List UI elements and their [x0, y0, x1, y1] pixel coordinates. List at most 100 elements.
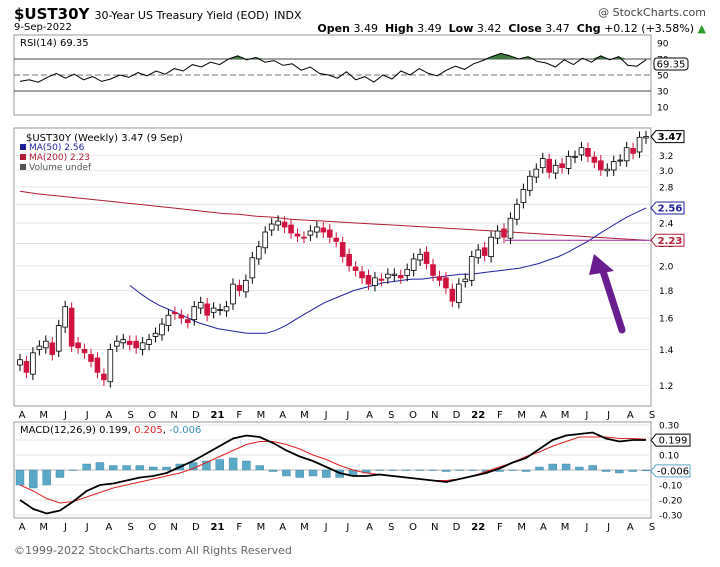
candle-body — [481, 247, 488, 256]
candle-body — [514, 203, 520, 220]
candle-body — [598, 160, 604, 171]
candle-body — [230, 283, 236, 305]
macd-badge-text: 0.199 — [659, 436, 688, 447]
macd-histogram-bar — [521, 469, 531, 472]
candle-body — [456, 283, 462, 303]
candle-body — [281, 221, 288, 228]
price-tick-label: 3.0 — [659, 167, 674, 177]
rsi-value-badge: 69.35 — [653, 57, 689, 71]
candle-body — [55, 325, 62, 352]
macd-histogram-bar — [162, 466, 171, 471]
macd-x-tick: J — [584, 522, 588, 533]
candle-body — [572, 155, 578, 158]
macd-histogram-bar — [295, 469, 304, 478]
price-x-tick: A — [366, 410, 373, 421]
candle-body — [378, 278, 385, 281]
price-x-tick: A — [540, 410, 547, 421]
legend-label: MA(200) 2.23 — [29, 153, 90, 163]
macd-histogram-bar — [415, 469, 424, 471]
price-panel: 3.23.02.82.62.42.22.01.81.61.41.2 3.472.… — [13, 127, 685, 421]
legend-label: MA(50) 2.56 — [29, 143, 85, 153]
candle-body — [75, 342, 81, 349]
candle-body — [443, 277, 449, 289]
macd-histogram-bar — [468, 469, 478, 471]
macd-x-tick: F — [236, 522, 242, 533]
macd-histogram-bar — [268, 469, 278, 472]
rsi-panel: RSI(14) 69.35 9070503010 69.35 — [13, 34, 689, 116]
macd-histogram-bar — [628, 469, 637, 472]
candle-body — [107, 349, 114, 383]
candle-body — [152, 332, 159, 337]
price-x-tick: M — [39, 410, 48, 421]
candle-body — [81, 349, 88, 354]
macd-histogram-bar — [215, 459, 224, 471]
copyright: ©1999-2022 StockCharts.com All Rights Re… — [14, 544, 292, 557]
candle-body — [488, 236, 494, 258]
candle-body — [559, 163, 565, 169]
candle-body — [23, 361, 30, 373]
candle-body — [94, 357, 101, 373]
candle-body — [430, 264, 436, 276]
candle-body — [101, 373, 107, 381]
open-value: 3.49 — [353, 22, 378, 35]
candle-body — [255, 246, 262, 260]
macd-histogram-bar — [122, 465, 131, 471]
candle-body — [372, 277, 378, 286]
candle-body — [88, 354, 94, 362]
macd-x-tick: J — [324, 522, 328, 533]
triangle-up-icon: ▲ — [697, 22, 706, 35]
macd-histogram-bar — [575, 466, 584, 471]
price-x-tick: N — [170, 410, 177, 421]
candle-body — [636, 136, 643, 153]
macd-x-tick: O — [148, 522, 156, 533]
price-badge-text: 3.47 — [658, 132, 683, 143]
macd-x-tick: F — [497, 522, 503, 533]
macd-histogram-bar — [455, 469, 464, 471]
rsi-label: RSI(14) 69.35 — [20, 38, 89, 49]
macd-x-tick: J — [85, 522, 89, 533]
macd-histogram-bar — [508, 469, 518, 471]
legend-swatch — [20, 154, 26, 160]
candle-body — [494, 230, 501, 239]
macd-x-tick: M — [517, 522, 526, 533]
candle-body — [314, 226, 320, 233]
macd-x-tick: 22 — [471, 522, 485, 533]
candle-body — [126, 340, 133, 345]
price-x-tick: 22 — [471, 410, 485, 421]
candle-body — [475, 249, 482, 259]
macd-histogram-bar — [148, 466, 158, 471]
candle-body — [359, 271, 365, 279]
candle-body — [610, 161, 617, 171]
candle-body — [178, 314, 185, 319]
macd-value-badge — [650, 433, 691, 447]
macd-histogram-bar — [109, 465, 118, 471]
candle-body — [30, 352, 36, 375]
macd-x-tick: J — [606, 522, 610, 533]
brand-logo[interactable]: @ StockCharts.com — [598, 6, 706, 19]
candle-body — [275, 220, 281, 226]
exchange: INDX — [274, 9, 302, 22]
macd-histogram-bar — [588, 465, 597, 471]
macd-x-tick: D — [192, 522, 200, 533]
candle-body — [468, 256, 475, 281]
legend-swatch — [20, 164, 26, 170]
macd-tick-label: 0.30 — [659, 422, 679, 432]
candle-body — [326, 229, 333, 238]
low-label: Low — [448, 22, 474, 35]
macd-tick-label: -0.10 — [659, 482, 683, 492]
macd-panel: MACD(12,26,9) 0.199, 0.205, -0.006 0.30 0… — [13, 421, 691, 533]
candle-body — [114, 340, 120, 347]
macd-histogram-bar — [69, 469, 78, 471]
candle-body — [404, 268, 411, 276]
macd-name: MACD(12,26,9) — [20, 425, 96, 436]
price-tick-label: 1.2 — [659, 382, 673, 392]
candle-body — [546, 158, 552, 173]
macd-x-tick: N — [431, 522, 438, 533]
macd-x-tick: A — [105, 522, 112, 533]
price-tick-label: 2.0 — [659, 262, 674, 272]
symbol: $UST30Y — [14, 5, 90, 23]
macd-value-badge — [650, 464, 691, 478]
legend-label: Volume undef — [29, 163, 92, 173]
close-value: 3.47 — [545, 22, 570, 35]
candle-body — [204, 303, 210, 316]
